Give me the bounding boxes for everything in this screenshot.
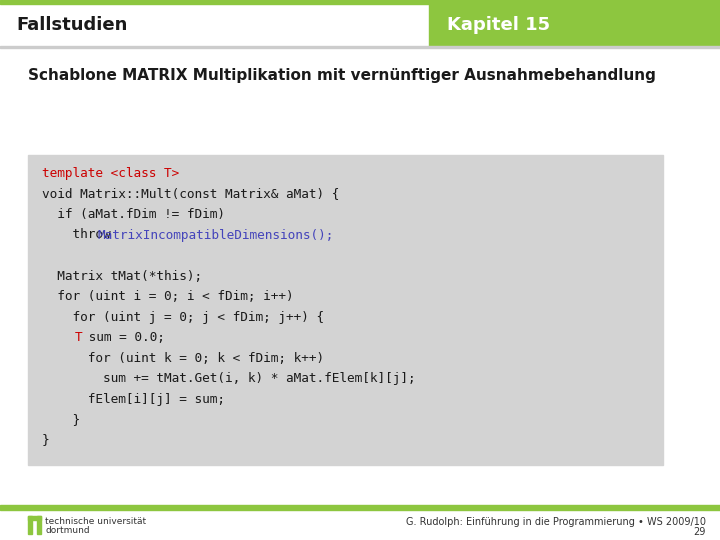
Bar (28, 155, 663, 465)
Text: MatrixIncompatibleDimensions();: MatrixIncompatibleDimensions(); (97, 228, 334, 241)
Text: for (uint j = 0; j < fDim; j++) {: for (uint j = 0; j < fDim; j++) { (42, 310, 324, 323)
Bar (28, 516, 32, 534)
Text: 29: 29 (693, 527, 706, 537)
Text: Schablone MATRIX Multiplikation mit vernünftiger Ausnahmebehandlung: Schablone MATRIX Multiplikation mit vern… (28, 68, 656, 83)
Bar (0, 4, 720, 46)
Bar (37, 516, 41, 534)
Text: }: } (42, 434, 50, 447)
Text: G. Rudolph: Einführung in die Programmierung • WS 2009/10: G. Rudolph: Einführung in die Programmie… (406, 517, 706, 527)
Text: Fallstudien: Fallstudien (16, 16, 127, 34)
Bar (0, 46, 720, 48)
Text: void Matrix::Mult(const Matrix& aMat) {: void Matrix::Mult(const Matrix& aMat) { (42, 187, 339, 200)
Text: }: } (42, 413, 80, 426)
Text: throw: throw (42, 228, 118, 241)
Text: sum = 0.0;: sum = 0.0; (81, 331, 165, 344)
Bar (0, 505, 720, 510)
Text: technische universität: technische universität (45, 517, 146, 526)
Text: T: T (75, 331, 83, 344)
Bar (429, 4, 720, 46)
Bar (0, 0, 720, 4)
Text: for (uint k = 0; k < fDim; k++): for (uint k = 0; k < fDim; k++) (42, 352, 324, 365)
Text: Kapitel 15: Kapitel 15 (447, 16, 550, 34)
Text: template <class T>: template <class T> (42, 167, 179, 180)
Bar (28, 516, 41, 520)
Text: dortmund: dortmund (45, 526, 89, 535)
Text: Matrix tMat(*this);: Matrix tMat(*this); (42, 269, 202, 282)
Text: sum += tMat.Get(i, k) * aMat.fElem[k][j];: sum += tMat.Get(i, k) * aMat.fElem[k][j]… (42, 372, 415, 385)
Text: if (aMat.fDim != fDim): if (aMat.fDim != fDim) (42, 208, 225, 221)
Text: fElem[i][j] = sum;: fElem[i][j] = sum; (42, 393, 225, 406)
Text: for (uint i = 0; i < fDim; i++): for (uint i = 0; i < fDim; i++) (42, 290, 294, 303)
